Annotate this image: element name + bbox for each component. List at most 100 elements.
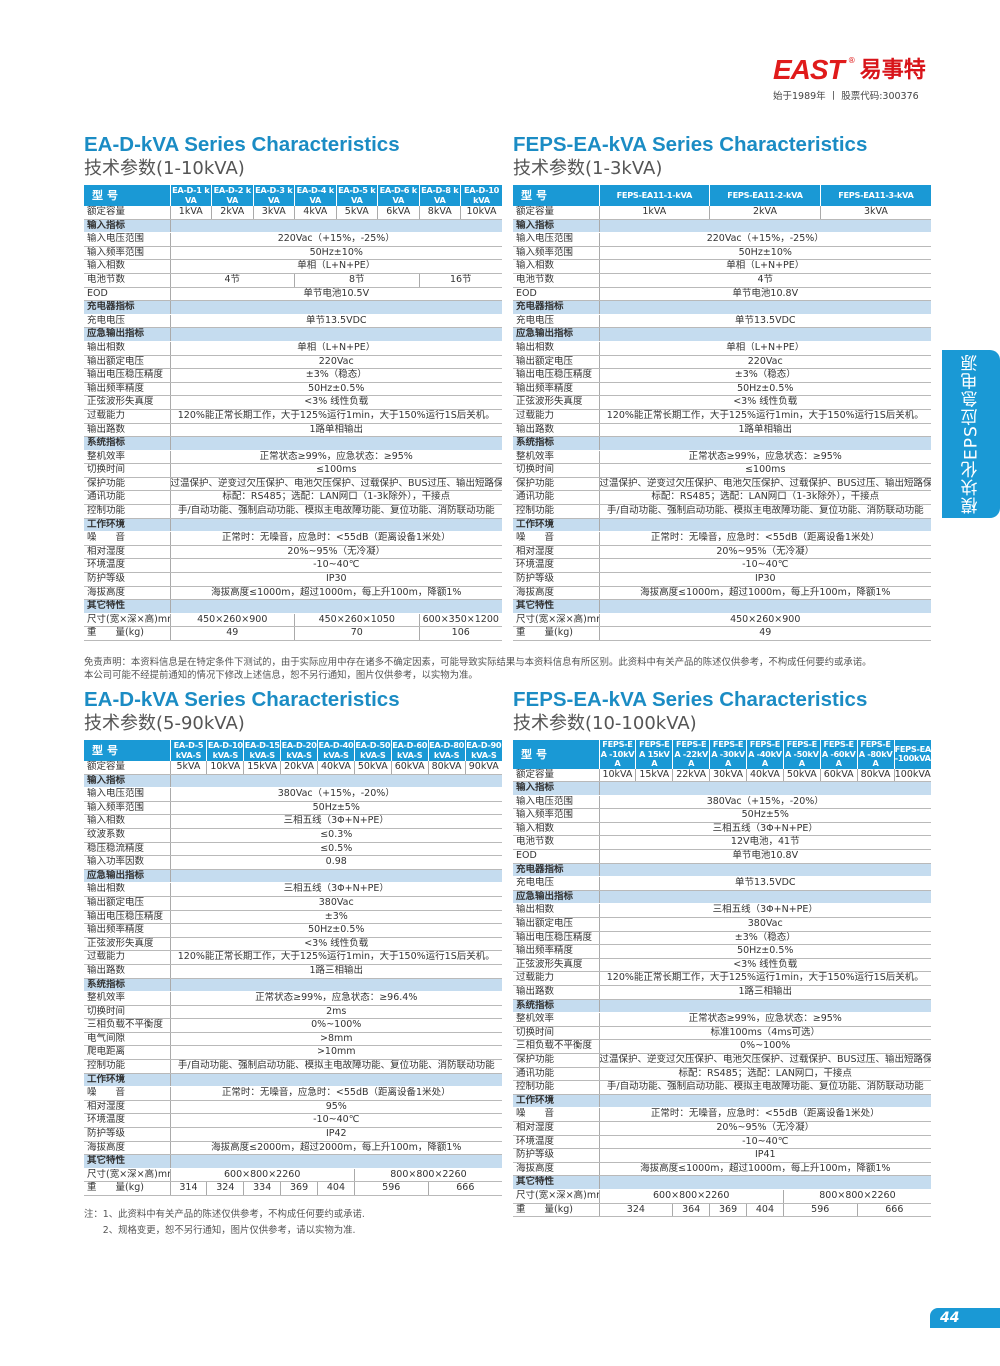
table-row: 防护等级 IP30 (513, 572, 931, 587)
header-label: 型号 (84, 185, 170, 206)
param-value: 95% (169, 1100, 502, 1115)
param-value: 4节 (169, 273, 295, 288)
param-value: 手/自动功能、强制启动功能、模拟主电故障功能、复位功能、消防联动功能 (598, 1080, 931, 1095)
section-row: 系统指标 (513, 436, 931, 451)
param-label: 电气间隙 (84, 1032, 170, 1047)
spec-table: 型号 EA-D-1 kVA EA-D-2 kVA EA-D-3 kVA EA-D-4 k… (84, 185, 502, 641)
param-value: 364 (672, 1203, 710, 1218)
param-label: 电池节数 (513, 273, 599, 288)
table-row: 防护等级 IP30 (84, 572, 502, 587)
table-row: 输入频率范围 50Hz±10% (84, 246, 502, 261)
param-value: IP42 (169, 1127, 502, 1142)
section-label: 应急输出指标 (513, 327, 599, 342)
param-value: 50Hz±0.5% (169, 923, 502, 938)
table-row: 环境温度 -10~40℃ (513, 1135, 931, 1150)
param-label: 海拔高度 (84, 1141, 170, 1156)
param-value: 5kVA (335, 206, 378, 220)
table-row: 输出路数 1路三相输出 (513, 985, 931, 1000)
param-label: 保护功能 (513, 1053, 599, 1068)
table-row: 输入相数 三相五线（3Φ+N+PE） (84, 814, 502, 829)
param-label: 通讯功能 (84, 490, 170, 506)
param-value: 50Hz±0.5% (598, 382, 931, 397)
param-label: 输出路数 (84, 964, 170, 979)
table-row: 重 量(kg) 49 70 106 (84, 626, 502, 641)
param-label: 重 量(kg) (84, 1181, 170, 1196)
param-value: 正常状态≥99%，应急状态：≥95% (169, 450, 502, 465)
table-row: 重 量(kg) 314 324 334 369 404 596 666 (84, 1181, 502, 1196)
param-value: 10kVA (598, 768, 636, 783)
section-row: 其它特性 (84, 1154, 502, 1169)
section-row: 工作环境 (513, 518, 931, 533)
model-header: EA-D-20 kVA-S (280, 740, 318, 761)
table-row: 正弦波形失真度 <3% 线性负载 (513, 395, 931, 410)
param-value: 22kVA (672, 768, 710, 783)
param-label: 控制功能 (84, 1059, 170, 1074)
table-row: 输出相数 三相五线（3Φ+N+PE） (513, 903, 931, 919)
param-label: 输入相数 (513, 259, 599, 274)
param-value: 6kVA (377, 206, 419, 220)
table-row: 额定容量 1kVA 2kVA 3kVA 4kVA 5kVA 6kVA 8kVA 10kVA (84, 206, 502, 220)
param-value: 0%~100% (169, 1018, 502, 1033)
param-value: -10~40℃ (169, 558, 502, 574)
param-value: 16节 (418, 273, 502, 288)
param-value: ≤100ms (598, 463, 931, 478)
param-value: 单相（L+N+PE） (598, 259, 931, 274)
param-label: 额定容量 (84, 206, 170, 220)
param-value: 4节 (598, 273, 931, 288)
note-line: 2、规格变更，恕不另行通知，图片仅供参考，请以实物为准. (84, 1225, 356, 1236)
model-header: FEPS-EA11-1-kVA (598, 185, 710, 206)
param-label: 正弦波形失真度 (513, 958, 599, 973)
section-label: 其它特性 (84, 599, 170, 614)
param-label: 输出相数 (513, 341, 599, 356)
param-label: 防护等级 (513, 1148, 599, 1163)
section-label: 应急输出指标 (84, 869, 170, 884)
table-row: 输出相数 单相（L+N+PE） (513, 341, 931, 356)
param-label: 控制功能 (513, 504, 599, 519)
notes: 注：1、此资料中有关产品的陈述仅供参考，不构成任何要约或承诺. 2、规格变更，恕… (84, 1207, 365, 1239)
param-value: 50kVA (782, 768, 821, 783)
disclaimer: 免责声明：本资料信息是在特定条件下测试的，由于实际应用中存在诸多不确定因素，可能… (84, 656, 872, 682)
param-label: 噪 音 (84, 1086, 170, 1101)
param-value: 过温保护、逆变过欠压保护、电池欠压保护、过载保护、BUS过压、输出短路保护 (169, 477, 502, 492)
param-value: 324 (206, 1181, 244, 1196)
param-value: 70 (294, 626, 419, 641)
param-value: 15kVA (635, 768, 673, 783)
section-title-cn: 技术参数(5-90kVA) (84, 713, 245, 734)
section-label: 输入指标 (513, 781, 599, 796)
param-label: 充电电压 (513, 876, 599, 891)
param-value: 220Vac（+15%，-25%） (598, 232, 931, 247)
param-value: 1路单相输出 (169, 423, 502, 438)
table-row: 输出电压稳压精度 ±3%（稳态） (513, 368, 931, 383)
table-row: 输入功率因数 0.98 (84, 855, 502, 870)
param-value: 404 (317, 1181, 355, 1196)
table-header-row: 型号 EA-D-1 kVA EA-D-2 kVA EA-D-3 kVA EA-D-4 k… (84, 185, 502, 206)
param-label: 环境温度 (513, 1135, 599, 1150)
table-row: 输出电压稳压精度 ±3% (84, 910, 502, 925)
param-value: 369 (280, 1181, 318, 1196)
model-header: EA-D-50 kVA-S (353, 740, 392, 761)
param-value: 50Hz±5% (598, 808, 931, 823)
param-value: 5kVA (169, 761, 207, 775)
param-value: 1kVA (598, 206, 710, 220)
side-tab: 模块化EPS应急电源 (942, 350, 1000, 518)
param-value: 50Hz±0.5% (598, 944, 931, 959)
param-value: 标准100ms（4ms可选） (598, 1026, 931, 1041)
table-row: 爬电距离 >10mm (84, 1045, 502, 1061)
param-value: 1路单相输出 (598, 423, 931, 438)
param-value: ±3% (169, 910, 502, 925)
spec-table: 型号 FEPS-EA -10kVA FEPS-EA 15kVA FEPS-EA -22… (513, 740, 931, 1218)
param-value: 标配：RS485；选配：LAN网口（1-3k除外），干接点 (169, 490, 502, 506)
section-title-cn: 技术参数(10-100kVA) (513, 713, 697, 734)
param-value: -10~40℃ (598, 1135, 931, 1150)
table-row: 噪 音正常时：无噪音，应急时：<55dB（距离设备1米处） (84, 531, 502, 546)
param-value: 220Vac (169, 355, 502, 370)
param-value: 80kVA (427, 761, 465, 775)
section-row: 工作环境 (513, 1094, 931, 1109)
param-value: 海拔高度≤2000m，超过2000m，每上升100m，降额1% (169, 1141, 502, 1156)
param-label: 控制功能 (84, 504, 170, 519)
param-value: 50Hz±10% (598, 246, 931, 261)
section-title-en: FEPS-EA-kVA Series Characteristics (513, 688, 868, 711)
model-header: FEPS-EA -80kVA (856, 740, 894, 769)
param-value: 666 (856, 1203, 931, 1218)
param-value: 120%能正常长期工作，大于125%运行1min，大于150%运行1S后关机。 (169, 409, 502, 424)
